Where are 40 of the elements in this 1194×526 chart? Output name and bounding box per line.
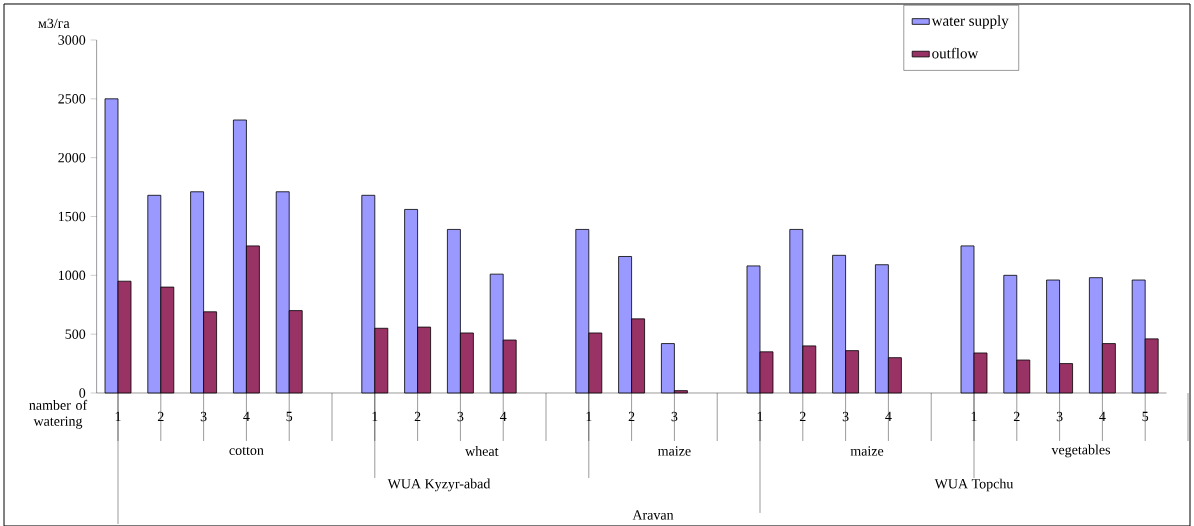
y-tick-label: 2000 xyxy=(58,152,86,163)
text: maize xyxy=(657,446,691,456)
x-tick-label: 4 xyxy=(1099,411,1106,421)
x-tick-label: 3 xyxy=(842,411,849,422)
x-tick-label: 4 xyxy=(243,411,250,421)
y-tick-label: 3000 xyxy=(58,35,86,45)
text: cotton xyxy=(229,446,264,455)
x-tick-label: 2 xyxy=(414,411,421,421)
x-tick-label: 2 xyxy=(157,411,164,421)
x-tick-label: 2 xyxy=(1013,411,1020,421)
x-tick-label: 3 xyxy=(671,411,678,422)
y-tick-label: 1000 xyxy=(58,270,86,280)
x-tick-label: 1 xyxy=(115,411,121,421)
x-tick-label: 4 xyxy=(885,411,892,421)
x-tick-label: 2 xyxy=(628,411,635,421)
x-tick-label: 1 xyxy=(757,411,763,421)
legend-label: outflow xyxy=(932,47,979,59)
y-axis-title: м3/га xyxy=(38,18,70,28)
text: WUA Topchu xyxy=(934,478,1014,492)
x-tick-label: 1 xyxy=(372,411,378,421)
x-tick-label: 4 xyxy=(499,411,507,421)
x-tick-label: 3 xyxy=(457,411,464,422)
text: maize xyxy=(850,446,884,456)
x-tick-label: 1 xyxy=(586,411,592,421)
x-tick-label: 5 xyxy=(1142,411,1149,421)
x-tick-label: 1 xyxy=(971,411,977,421)
text: wheat xyxy=(465,445,499,456)
text: WUA Kyzyr-abad xyxy=(387,478,491,492)
x-tick-label: 3 xyxy=(1056,411,1063,422)
x-tick-label: 2 xyxy=(799,411,806,421)
y-tick-label: 0 xyxy=(79,388,86,398)
y-tick-label: 500 xyxy=(65,329,86,339)
text: namber of watering xyxy=(29,399,88,429)
x-tick-label: 3 xyxy=(200,411,207,422)
y-tick-label: 1500 xyxy=(58,211,86,221)
y-tick-label: 2500 xyxy=(58,93,86,104)
legend-label: water supply xyxy=(931,15,1009,29)
text: Aravan xyxy=(632,510,674,520)
text: vegetables xyxy=(1051,444,1111,458)
x-tick-label: 5 xyxy=(286,411,293,421)
